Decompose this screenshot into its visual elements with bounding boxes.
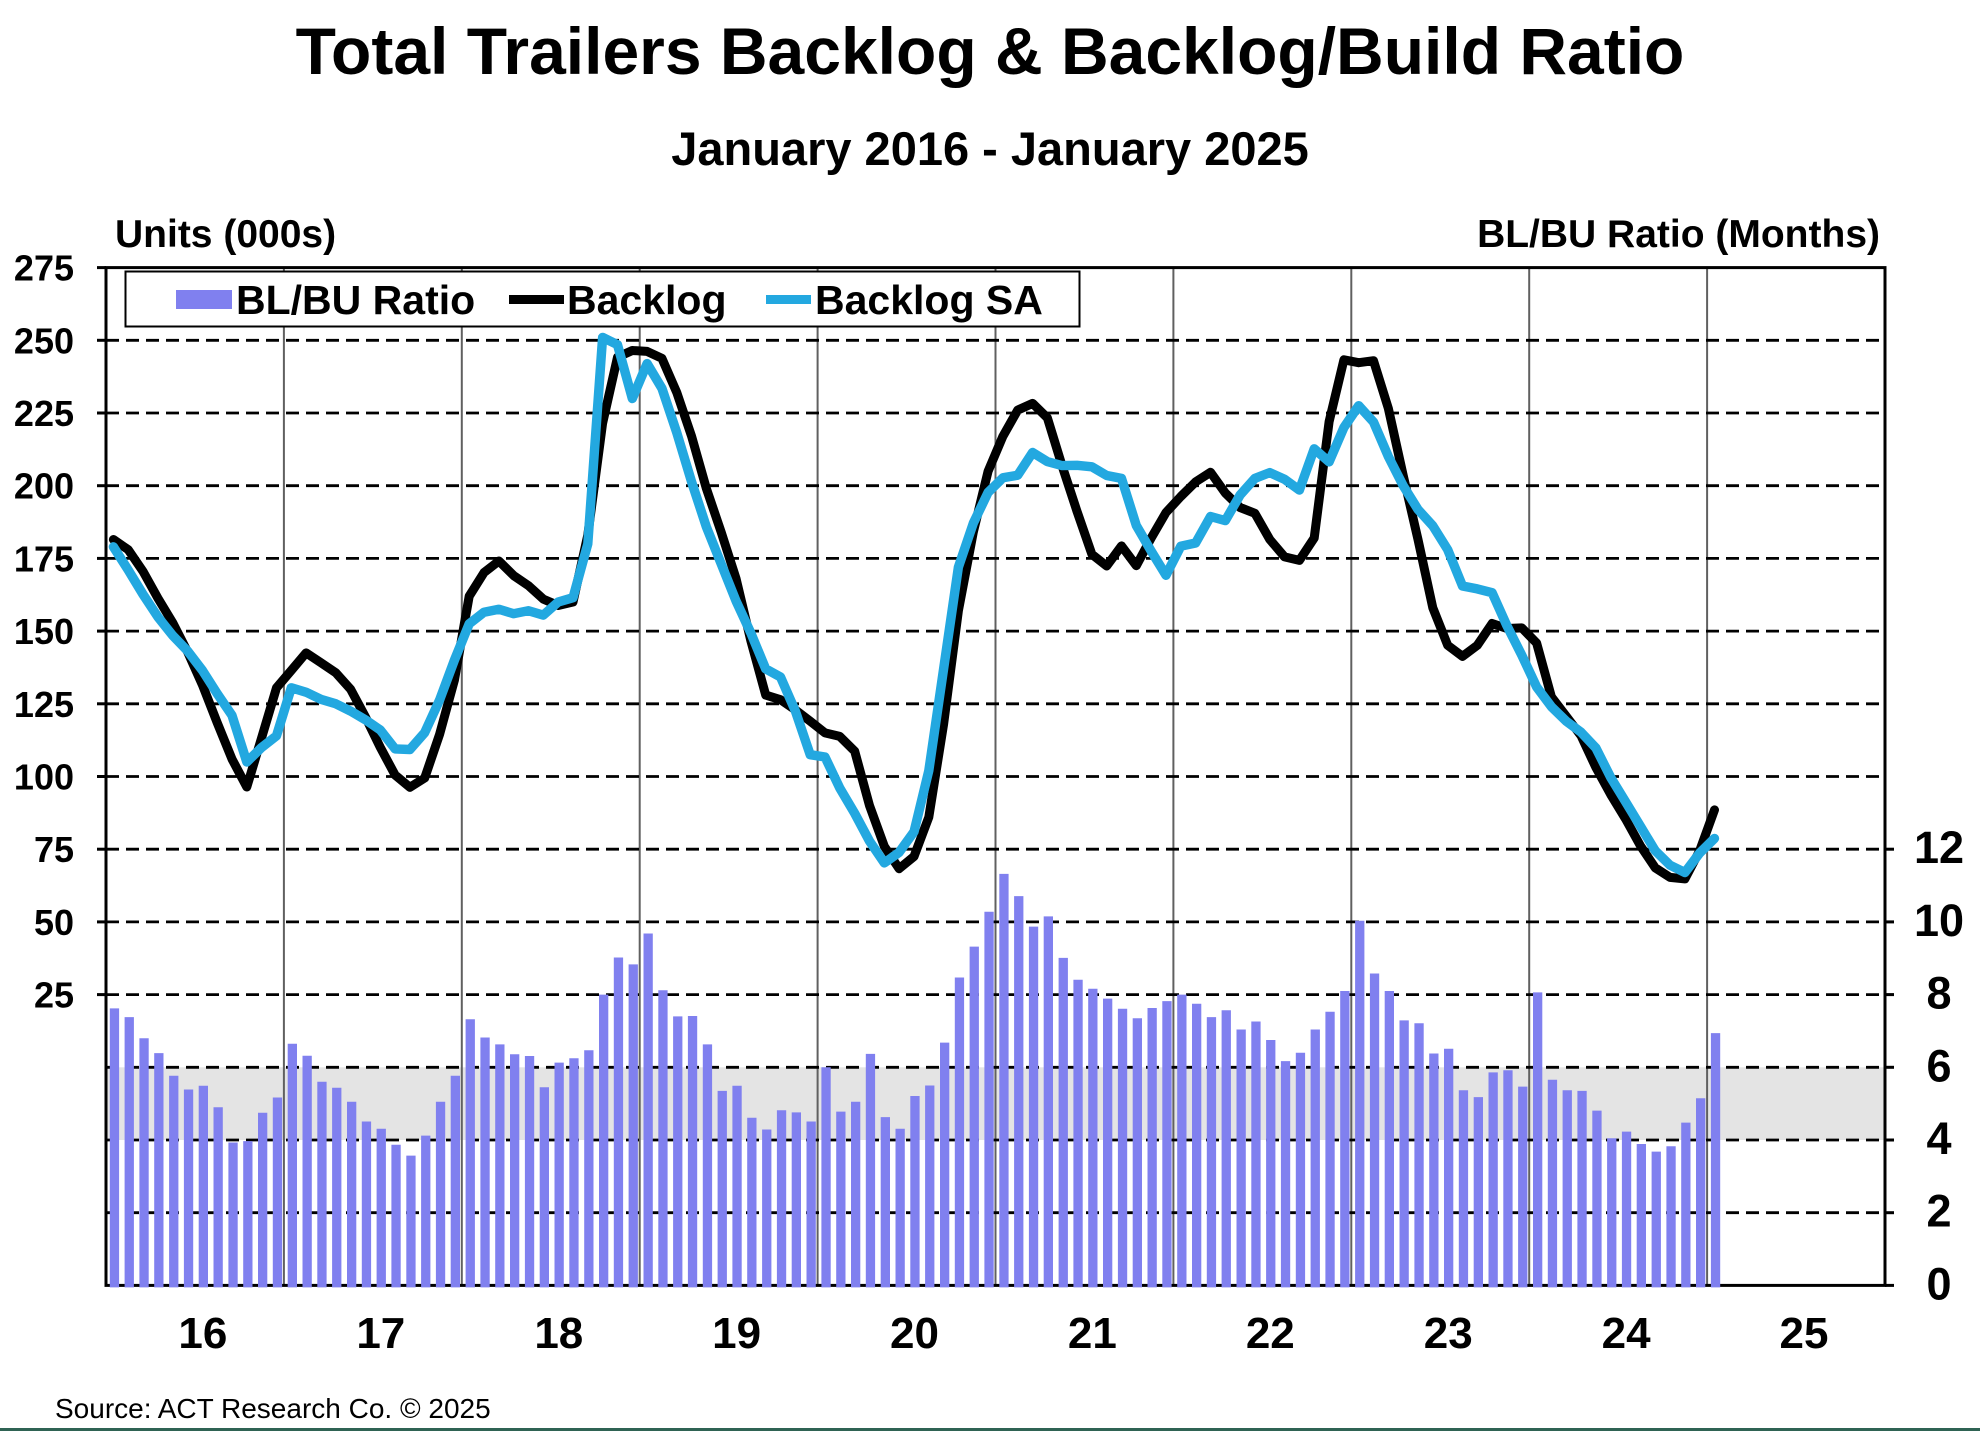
svg-text:22: 22 [1246,1309,1295,1358]
svg-text:10: 10 [1914,895,1964,946]
svg-text:Backlog SA: Backlog SA [815,277,1043,323]
svg-text:4: 4 [1926,1113,1951,1164]
svg-text:BL/BU Ratio (Months): BL/BU Ratio (Months) [1477,213,1880,256]
svg-text:24: 24 [1602,1309,1651,1358]
svg-text:200: 200 [14,466,74,507]
svg-text:225: 225 [14,393,74,434]
svg-text:17: 17 [356,1309,405,1358]
svg-text:23: 23 [1424,1309,1473,1358]
svg-text:Units (000s): Units (000s) [115,213,336,256]
svg-text:25: 25 [34,975,74,1016]
svg-text:19: 19 [712,1309,761,1358]
svg-text:6: 6 [1926,1040,1951,1091]
svg-text:25: 25 [1780,1309,1829,1358]
svg-text:8: 8 [1926,968,1951,1019]
svg-text:100: 100 [14,757,74,798]
svg-text:275: 275 [14,248,74,289]
svg-text:75: 75 [34,829,74,870]
svg-text:January 2016 - January 2025: January 2016 - January 2025 [671,122,1309,175]
svg-text:125: 125 [14,684,74,725]
svg-text:Source: ACT Research Co. © 202: Source: ACT Research Co. © 2025 [55,1393,491,1424]
svg-text:BL/BU Ratio: BL/BU Ratio [236,277,475,323]
svg-text:Backlog: Backlog [567,277,727,323]
svg-text:Total Trailers Backlog & Backl: Total Trailers Backlog & Backlog/Build R… [296,14,1685,88]
svg-text:21: 21 [1068,1309,1117,1358]
svg-text:250: 250 [14,320,74,361]
svg-text:50: 50 [34,902,74,943]
svg-text:0: 0 [1926,1258,1951,1309]
svg-text:2: 2 [1926,1186,1951,1237]
svg-text:175: 175 [14,538,74,579]
svg-text:12: 12 [1914,822,1964,873]
svg-text:16: 16 [178,1309,227,1358]
svg-text:150: 150 [14,611,74,652]
svg-text:20: 20 [890,1309,939,1358]
svg-text:18: 18 [534,1309,583,1358]
